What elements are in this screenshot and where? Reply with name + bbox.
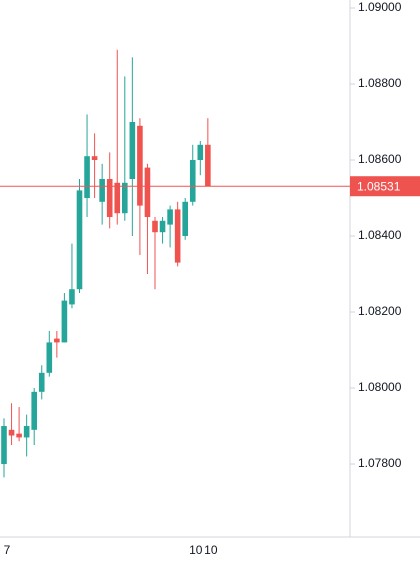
y-tick-label: 1.09000	[358, 0, 402, 14]
last-price-label: 1.08531	[357, 179, 401, 193]
last-price-tag	[350, 176, 420, 197]
candle-body	[152, 220, 158, 233]
candle-body	[46, 342, 53, 373]
candle-body	[91, 156, 98, 160]
y-tick-label: 1.08600	[358, 152, 402, 166]
candle-body	[205, 144, 211, 187]
candle-body	[16, 433, 22, 438]
candle-body	[69, 289, 75, 305]
x-tick-label: 10	[189, 543, 203, 557]
candle-body	[167, 209, 173, 225]
candle-body	[8, 429, 15, 436]
candle-body	[76, 190, 83, 290]
candle-body	[1, 426, 7, 465]
candle-body	[197, 144, 204, 160]
y-tick-label: 1.08200	[358, 304, 402, 318]
candle-body	[84, 156, 90, 199]
x-tick-label: 7	[4, 543, 11, 557]
candle-body	[114, 182, 121, 214]
candle-body	[189, 159, 196, 202]
candle-body	[31, 391, 37, 430]
y-tick-label: 1.07800	[358, 456, 402, 470]
candle-body	[61, 300, 68, 343]
candle-body	[129, 121, 136, 179]
x-tick-label: 10	[204, 543, 218, 557]
candle-body	[38, 372, 45, 392]
candle-body	[159, 220, 166, 233]
candle-body	[99, 179, 105, 202]
candle-body	[106, 179, 113, 218]
candle-body	[122, 182, 128, 214]
candle-body	[174, 209, 181, 263]
candle-body	[23, 426, 30, 438]
candle-body	[137, 125, 143, 206]
y-tick-label: 1.08400	[358, 228, 402, 242]
candle-body	[144, 167, 151, 218]
y-tick-label: 1.08800	[358, 76, 402, 90]
y-tick-label: 1.08000	[358, 380, 402, 394]
candle-body	[182, 201, 188, 237]
candle-body	[54, 338, 60, 343]
